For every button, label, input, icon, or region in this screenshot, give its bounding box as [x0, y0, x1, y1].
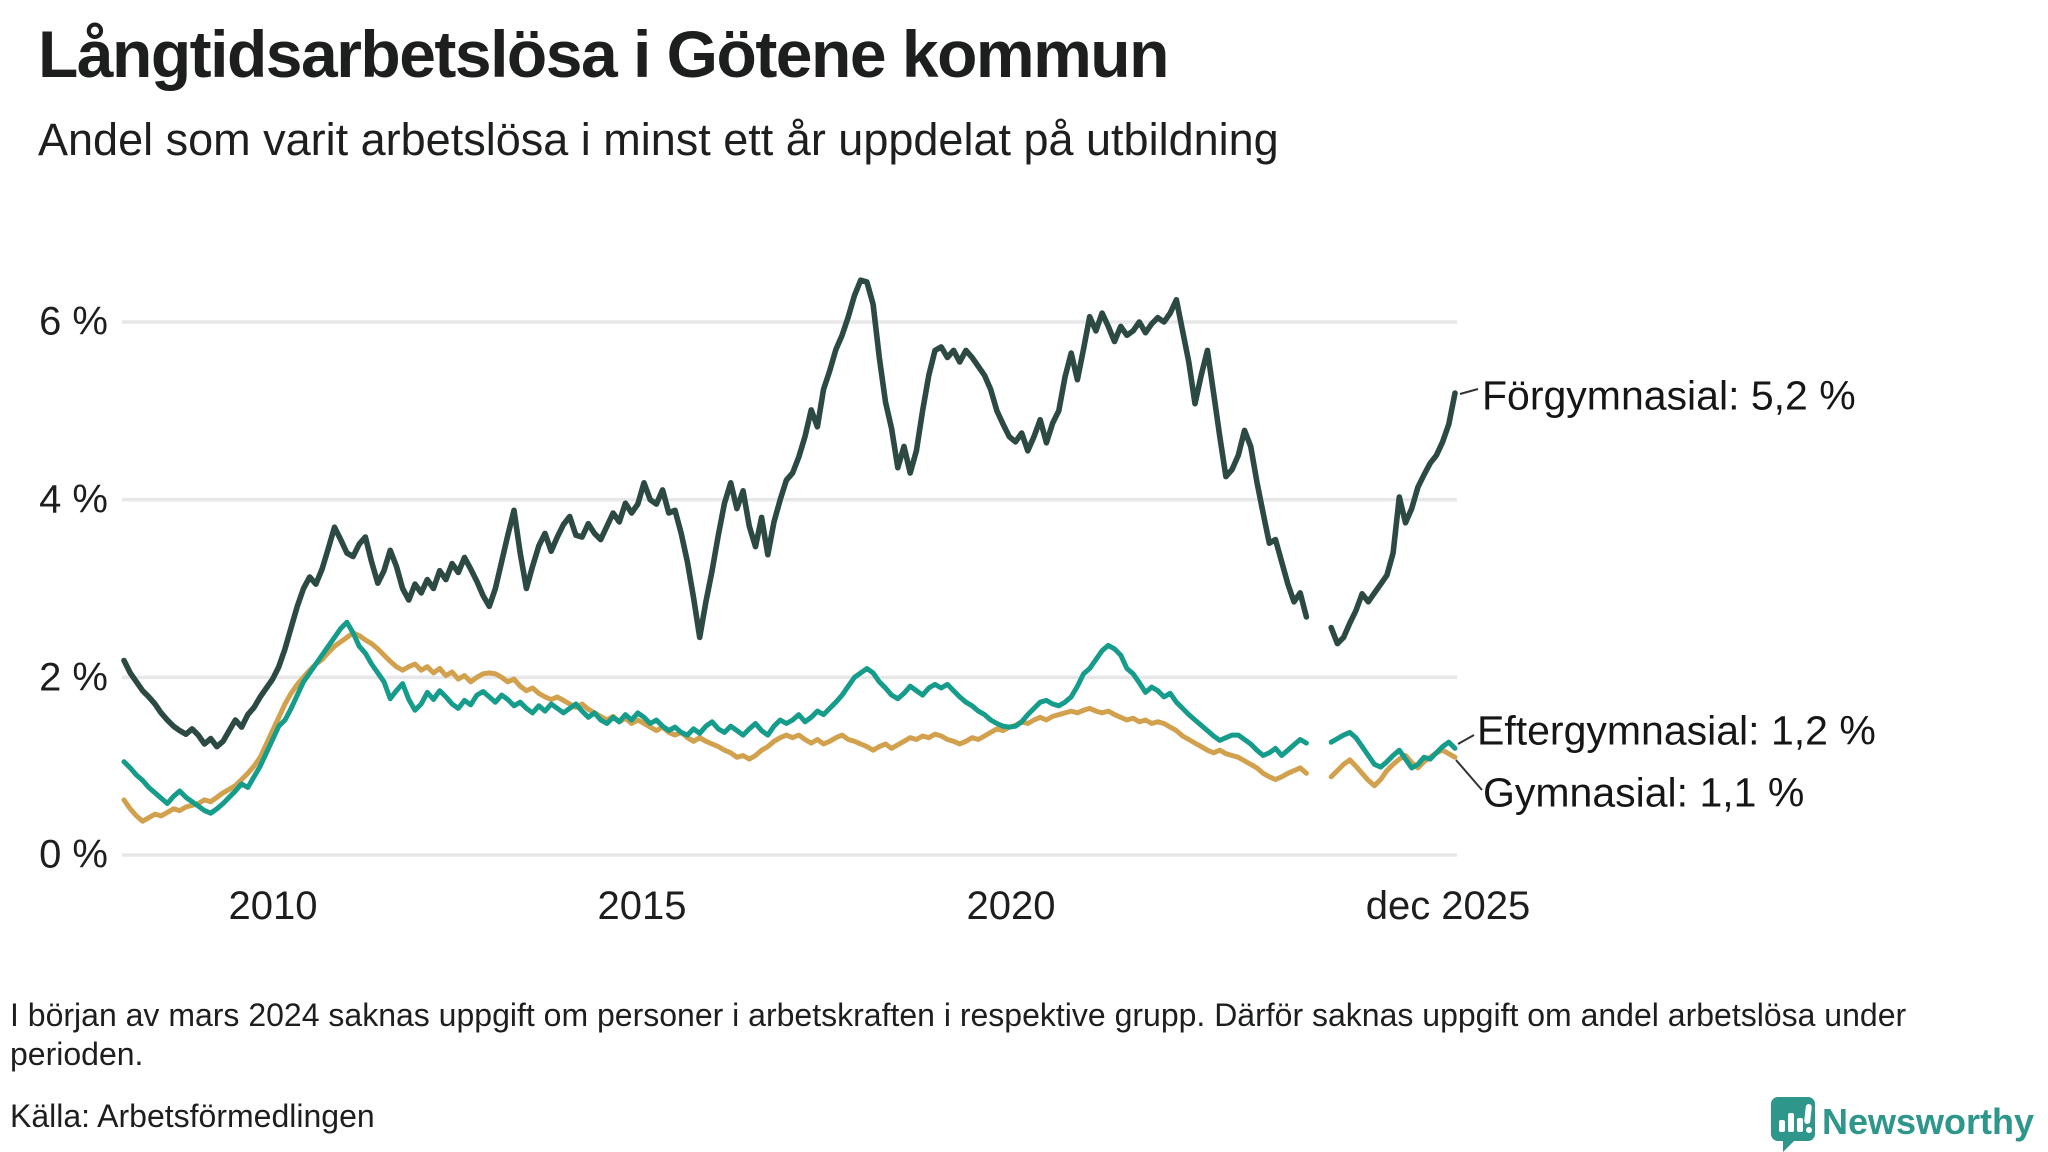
series-label-gymnasial: Gymnasial: 1,1 % — [1483, 769, 1805, 816]
x-axis-label-dec-2025: dec 2025 — [1365, 884, 1531, 928]
y-axis-label-2: 2 % — [39, 655, 108, 700]
leader-eftergymnasial-line — [1457, 734, 1475, 745]
page-subtitle: Andel som varit arbetslösa i minst ett å… — [38, 114, 1279, 165]
series-line-förgymnasial — [121, 277, 1458, 750]
newsworthy-logo-icon — [1771, 1097, 1815, 1152]
y-axis-label-6: 6 % — [39, 299, 108, 344]
y-axis-label-0: 0 % — [39, 832, 108, 877]
series-label-eftergymnasial: Eftergymnasial: 1,2 % — [1477, 707, 1876, 754]
page-title: Långtidsarbetslösa i Götene kommun — [38, 17, 1169, 91]
leader-gymnasial-line — [1455, 759, 1483, 791]
x-axis-label-2015: 2015 — [597, 884, 687, 928]
x-axis-label-2020: 2020 — [966, 884, 1056, 928]
x-axis-label-2010: 2010 — [228, 884, 318, 928]
newsworthy-logo-text: Newsworthy — [1822, 1101, 2035, 1142]
footnote-text: I början av mars 2024 saknas uppgift om … — [10, 997, 1907, 1073]
leader-forgymnasial-line — [1459, 388, 1479, 395]
series-label-forgymnasial: Förgymnasial: 5,2 % — [1482, 372, 1856, 419]
series-line-eftergymnasial — [121, 619, 1458, 816]
source-text: Källa: Arbetsförmedlingen — [10, 1098, 375, 1134]
y-axis-label-4: 4 % — [39, 477, 108, 522]
series-line-gymnasial — [121, 630, 1458, 824]
